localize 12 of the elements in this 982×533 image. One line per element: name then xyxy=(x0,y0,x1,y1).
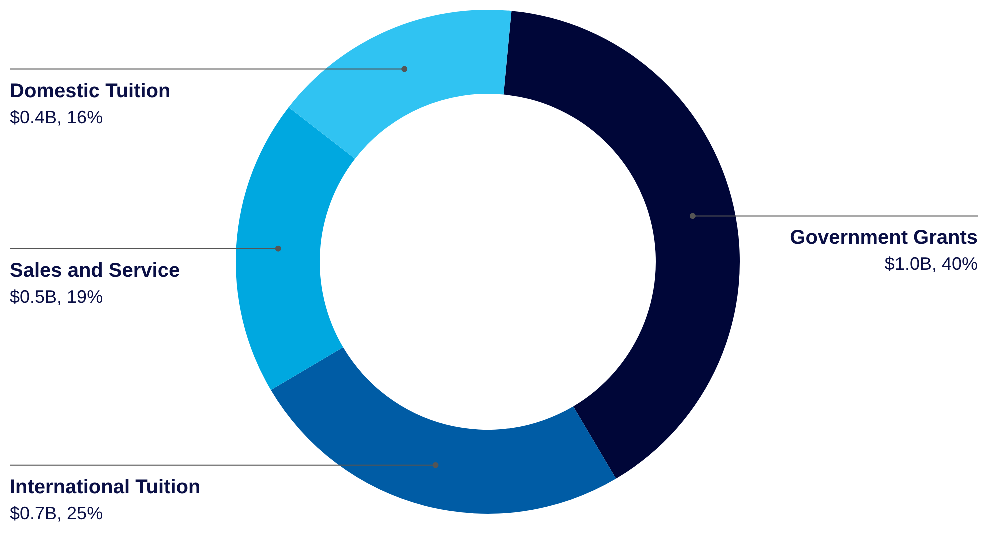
donut-slice xyxy=(504,11,740,479)
data-label: $0.7B, 25% xyxy=(10,503,104,524)
data-label: $1.0B, 40% xyxy=(884,254,978,274)
slice-label: Sales and Service xyxy=(10,260,180,282)
donut-slice xyxy=(288,10,512,160)
data-label: $0.5B, 19% xyxy=(10,286,104,307)
donut-slice xyxy=(271,348,616,514)
slice-label: Domestic Tuition xyxy=(10,80,171,102)
slice-label: Government Grants xyxy=(790,227,978,250)
data-label: $0.4B, 16% xyxy=(10,107,104,128)
donut-slice xyxy=(236,108,356,390)
slice-label: International Tuition xyxy=(10,476,201,498)
